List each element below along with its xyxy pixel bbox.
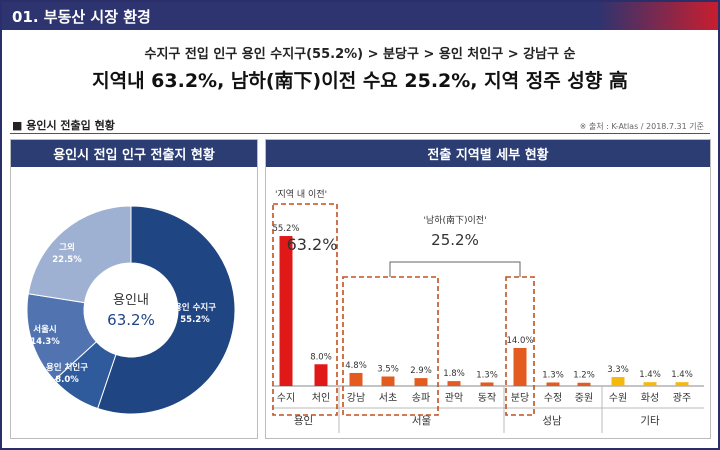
south-annotation-label: '남하(南下)이전' — [423, 214, 486, 226]
donut-chart: 용인내 63.2% 용인 수지구 55.2% 용인 처인구 8.0% 서울시 14.3% 그외 2… — [26, 205, 236, 415]
pie-slice-3 — [27, 205, 132, 304]
tick-label: 수원 — [609, 392, 627, 404]
bar-분당 — [513, 347, 527, 386]
group-label: 용인 — [294, 415, 313, 427]
local-annotation-value: 63.2% — [287, 235, 338, 254]
bar-panel: 전출 지역별 세부 현황 55.2% 수지 8.0% 처인 4.8% 강남 3.5% 서초 2.… — [265, 139, 711, 439]
tick-label: 수정 — [544, 392, 562, 404]
donut-center-label: 용인내 — [113, 293, 149, 308]
slice-value: 22.5% — [52, 255, 82, 265]
bar-강남 — [349, 372, 363, 386]
bar-송파 — [414, 378, 428, 386]
bar-동작 — [480, 382, 494, 386]
header-bar: 01. 부동산 시장 환경 — [2, 2, 718, 30]
source-note: ※ 출처 : K-Atlas / 2018.7.31 기준 — [579, 122, 704, 131]
tick-label: 강남 — [347, 392, 365, 404]
group-label: 성남 — [542, 415, 562, 427]
bar-광주 — [675, 382, 689, 386]
slice-label: 용인 처인구 — [46, 362, 88, 373]
bar-value-label: 3.3% — [607, 365, 629, 375]
bar-value-label: 1.2% — [573, 371, 595, 381]
pie-slice-0 — [96, 205, 236, 415]
bar-value-label: 2.9% — [410, 366, 432, 376]
bar-처인 — [314, 364, 328, 386]
pie-panel: 용인시 전입 인구 전출지 현황 용인내 63.2% 용인 수지구 55.2% 용인 처… — [10, 139, 258, 439]
local-highlight-box — [272, 203, 338, 416]
bar-value-label: 3.5% — [377, 364, 399, 374]
bar-value-label: 55.2% — [272, 224, 299, 234]
bar-수정 — [546, 382, 560, 386]
bar-value-label: 14.0% — [506, 336, 533, 346]
bundang-highlight-box — [505, 276, 535, 416]
slice-label: 서울시 — [33, 324, 56, 335]
bar-value-label: 4.8% — [345, 361, 367, 371]
tick-label: 송파 — [412, 392, 430, 404]
tick-label: 중원 — [575, 392, 593, 404]
pie-panel-title: 용인시 전입 인구 전출지 현황 — [11, 140, 257, 167]
bar-중원 — [577, 382, 591, 386]
tick-label: 수지 — [277, 392, 295, 404]
bar-value-label: 1.3% — [542, 370, 564, 380]
bar-value-label: 1.3% — [476, 370, 498, 380]
south-bracket — [389, 261, 521, 277]
donut-center-value: 63.2% — [107, 311, 155, 329]
group-label: 서울 — [412, 415, 432, 427]
tick-label: 처인 — [312, 392, 330, 404]
section-title: ■ 용인시 전출입 현황 — [12, 119, 115, 132]
local-annotation-label: '지역 내 이전' — [275, 189, 327, 200]
bar-value-label: 8.0% — [310, 352, 332, 362]
tick-label: 서초 — [379, 392, 397, 404]
group-label: 기타 — [640, 415, 660, 427]
bar-수원 — [611, 377, 625, 386]
bar-chart: 55.2% 수지 8.0% 처인 4.8% 강남 3.5% 서초 2.9% 송파 1.8% 관악 1.3… — [272, 189, 704, 433]
bar-panel-title: 전출 지역별 세부 현황 — [266, 140, 710, 167]
subtitle-line1: 수지구 전입 인구 용인 수지구(55.2%) > 분당구 > 용인 처인구 >… — [144, 47, 576, 62]
tick-label: 광주 — [673, 392, 691, 404]
seoul-highlight-box — [342, 276, 439, 416]
section-divider — [10, 133, 710, 134]
slice-value: 8.0% — [55, 375, 79, 385]
subtitle-line2: 지역내 63.2%, 남하(南下)이전 수요 25.2%, 지역 정주 성향 高 — [92, 70, 628, 92]
page-title: 01. 부동산 시장 환경 — [12, 7, 151, 26]
tick-label: 화성 — [641, 392, 659, 404]
bar-화성 — [643, 382, 657, 386]
slice-value: 14.3% — [30, 337, 60, 347]
header-accent — [598, 2, 718, 30]
tick-label: 관악 — [445, 392, 463, 404]
bar-value-label: 1.4% — [639, 370, 661, 380]
slice-value: 55.2% — [180, 315, 210, 325]
bar-value-label: 1.8% — [443, 369, 465, 379]
bar-관악 — [447, 381, 461, 386]
south-annotation-value: 25.2% — [431, 231, 479, 249]
slice-label: 그외 — [59, 242, 75, 253]
tick-label: 동작 — [478, 392, 496, 404]
bar-value-label: 1.4% — [671, 370, 693, 380]
donut-hole — [85, 264, 177, 356]
tick-label: 분당 — [511, 392, 529, 404]
slice-label: 용인 수지구 — [174, 302, 216, 313]
bar-서초 — [381, 376, 395, 386]
bar-수지 — [279, 236, 293, 386]
